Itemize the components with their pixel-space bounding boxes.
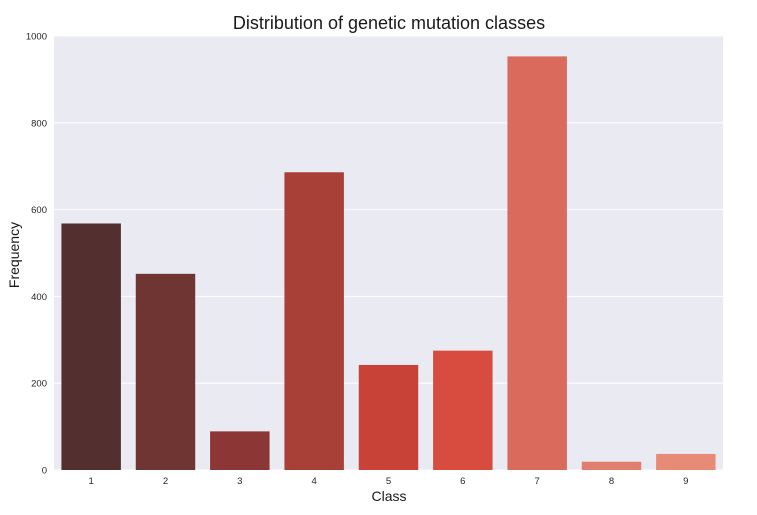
x-tick-label: 1: [89, 476, 94, 487]
y-tick-label: 200: [31, 379, 47, 390]
x-tick-label: 3: [237, 476, 242, 487]
x-tick-label: 4: [312, 476, 317, 487]
y-axis-label: Frequency: [6, 222, 22, 288]
bar-class-4: [284, 172, 344, 470]
x-tick-label: 9: [683, 476, 688, 487]
bars: [61, 56, 716, 470]
y-tick-label: 1000: [26, 32, 47, 43]
y-tick-label: 800: [31, 118, 47, 129]
bar-class-5: [358, 364, 419, 470]
bar-class-2: [135, 273, 196, 470]
x-tick-label: 7: [535, 476, 540, 487]
x-tick-label: 5: [386, 476, 391, 487]
bar-class-6: [433, 350, 493, 470]
y-tick-label: 0: [42, 466, 47, 477]
x-axis-label: Class: [371, 488, 406, 504]
y-tick-label: 400: [31, 292, 47, 303]
x-tick-label: 6: [460, 476, 465, 487]
bar-class-7: [507, 56, 567, 470]
x-tick-label: 8: [609, 476, 614, 487]
y-axis-ticks: 0 200 400 600 800 1000: [26, 32, 47, 477]
bar-class-1: [61, 223, 121, 470]
bar-class-3: [210, 431, 270, 470]
y-tick-label: 600: [31, 205, 47, 216]
x-tick-label: 2: [163, 476, 168, 487]
x-axis-ticks: 1 2 3 4 5 6 7 8 9: [89, 476, 689, 487]
bar-class-9: [656, 453, 716, 470]
bar-class-8: [581, 461, 642, 470]
chart-title: Distribution of genetic mutation classes: [233, 13, 545, 33]
